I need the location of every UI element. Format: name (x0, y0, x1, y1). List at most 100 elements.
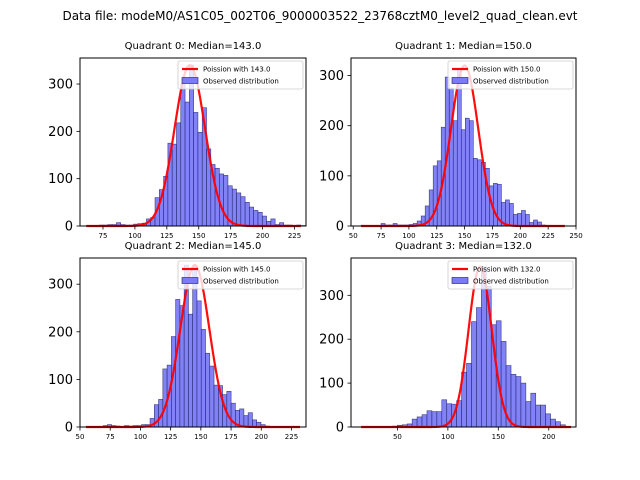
histogram-bar (421, 414, 428, 428)
histogram-bar (171, 143, 177, 227)
histogram-bar (525, 401, 532, 428)
histogram-bar (520, 382, 527, 428)
histogram-bar (460, 129, 466, 227)
histogram-bar (239, 408, 245, 428)
subplot-title: Quadrant 1: Median=150.0 (395, 41, 532, 52)
legend: Poission with 132.0 Observed distribution (447, 260, 574, 290)
x-tick-label: 225 (541, 232, 554, 240)
histogram-bar (473, 157, 478, 227)
histogram-bar (192, 264, 198, 428)
histogram-bar (513, 214, 518, 227)
histogram-bar (452, 120, 458, 227)
histogram-bar (540, 404, 546, 428)
y-tick-label: 300 (48, 78, 73, 93)
legend-label-observed: Observed distribution (203, 278, 279, 286)
histogram-bar (456, 68, 462, 227)
histogram-bar (481, 266, 487, 428)
x-tick-label: 200 (256, 232, 269, 240)
histogram-bars (86, 64, 306, 227)
axes-frame (350, 257, 577, 428)
histogram-bar (550, 418, 556, 428)
histogram-bar (468, 120, 474, 227)
y-tick-label: 200 (48, 125, 73, 140)
histogram-bar (236, 192, 242, 227)
histogram-bar (196, 300, 202, 428)
x-tick-label: 200 (514, 232, 527, 240)
histogram-bar (244, 202, 250, 227)
histogram-bar (231, 188, 237, 227)
legend-box (447, 60, 574, 90)
histogram-bar (175, 299, 181, 428)
x-tick-label: 125 (430, 232, 443, 240)
subplot-quadrant-1: Quadrant 1: Median=150.0 0 100 200 300 50 75 10… (319, 41, 583, 240)
histogram-bar (253, 210, 259, 227)
x-tick-label: 175 (486, 232, 499, 240)
subplot-title: Quadrant 2: Median=145.0 (125, 241, 262, 252)
subplot-title: Quadrant 3: Median=132.0 (395, 241, 532, 252)
histogram-bar (466, 363, 472, 428)
legend-bar-swatch (451, 277, 469, 284)
y-tick-label: 300 (319, 289, 344, 304)
y-tick-label: 0 (65, 421, 73, 436)
legend-label-observed: Observed distribution (473, 78, 549, 86)
x-tick-label: 250 (569, 232, 582, 240)
histogram-bars (360, 68, 562, 227)
legend: Poission with 150.0 Observed distribution (447, 60, 574, 90)
subplot-quadrant-2: Quadrant 2: Median=145.0 0 100 200 300 50 75 10… (48, 241, 307, 441)
histogram-bar (432, 165, 438, 227)
subplot-quadrant-0: Quadrant 0: Median=143.0 0 100 200 300 75 100 1… (48, 41, 307, 240)
histogram-bar (249, 206, 255, 227)
histogram-bar (517, 213, 522, 227)
histogram-bar (243, 415, 249, 428)
histogram-bar (521, 210, 526, 227)
histogram-bar (493, 183, 498, 227)
legend-box (177, 260, 304, 290)
x-tick-label: 175 (224, 232, 237, 240)
x-tick-label: 50 (76, 433, 85, 441)
histogram-bar (209, 365, 215, 428)
figure-suptitle: Data file: modeM0/AS1C05_002T06_90000035… (62, 9, 578, 23)
x-tick-label: 50 (393, 433, 402, 441)
histogram-bar (535, 404, 541, 428)
histogram-bar (247, 412, 253, 428)
x-tick-label: 150 (458, 232, 471, 240)
x-tick-label: 200 (542, 433, 555, 441)
histogram-bar (510, 374, 517, 428)
legend-label-observed: Observed distribution (203, 78, 279, 86)
x-tick-label: 225 (288, 232, 301, 240)
histogram-bar (530, 392, 537, 428)
legend-box (447, 260, 574, 290)
histogram-bar (197, 131, 203, 227)
x-tick-label: 100 (402, 232, 415, 240)
histogram-bar (436, 411, 443, 428)
histogram-bar (416, 416, 423, 428)
y-tick-label: 300 (319, 69, 344, 84)
axes-frame (79, 257, 307, 428)
subplot-title: Quadrant 0: Median=143.0 (125, 41, 262, 52)
x-tick-label: 175 (224, 433, 237, 441)
histogram-bar (213, 384, 219, 428)
x-tick-label: 50 (349, 232, 358, 240)
y-tick-label: 100 (48, 172, 73, 187)
histogram-bar (184, 101, 190, 227)
histogram-bar (188, 313, 193, 428)
x-tick-label: 75 (377, 232, 386, 240)
histogram-bar (515, 376, 522, 428)
histogram-bar (471, 321, 477, 428)
legend-label-poisson: Poission with 145.0 (203, 266, 271, 274)
histogram-bars (392, 266, 571, 428)
histogram-bar (525, 214, 530, 227)
x-tick-label: 225 (285, 433, 298, 441)
y-tick-label: 100 (48, 373, 73, 388)
x-tick-label: 125 (164, 433, 177, 441)
x-tick-label: 150 (192, 232, 205, 240)
x-tick-label: 75 (106, 433, 115, 441)
histogram-bar (464, 117, 470, 227)
histogram-bar (545, 413, 551, 428)
x-tick-label: 100 (128, 232, 141, 240)
histogram-bar (257, 211, 263, 227)
histogram-bar (193, 112, 199, 227)
y-tick-label: 100 (319, 169, 344, 184)
histogram-bar (261, 215, 267, 227)
